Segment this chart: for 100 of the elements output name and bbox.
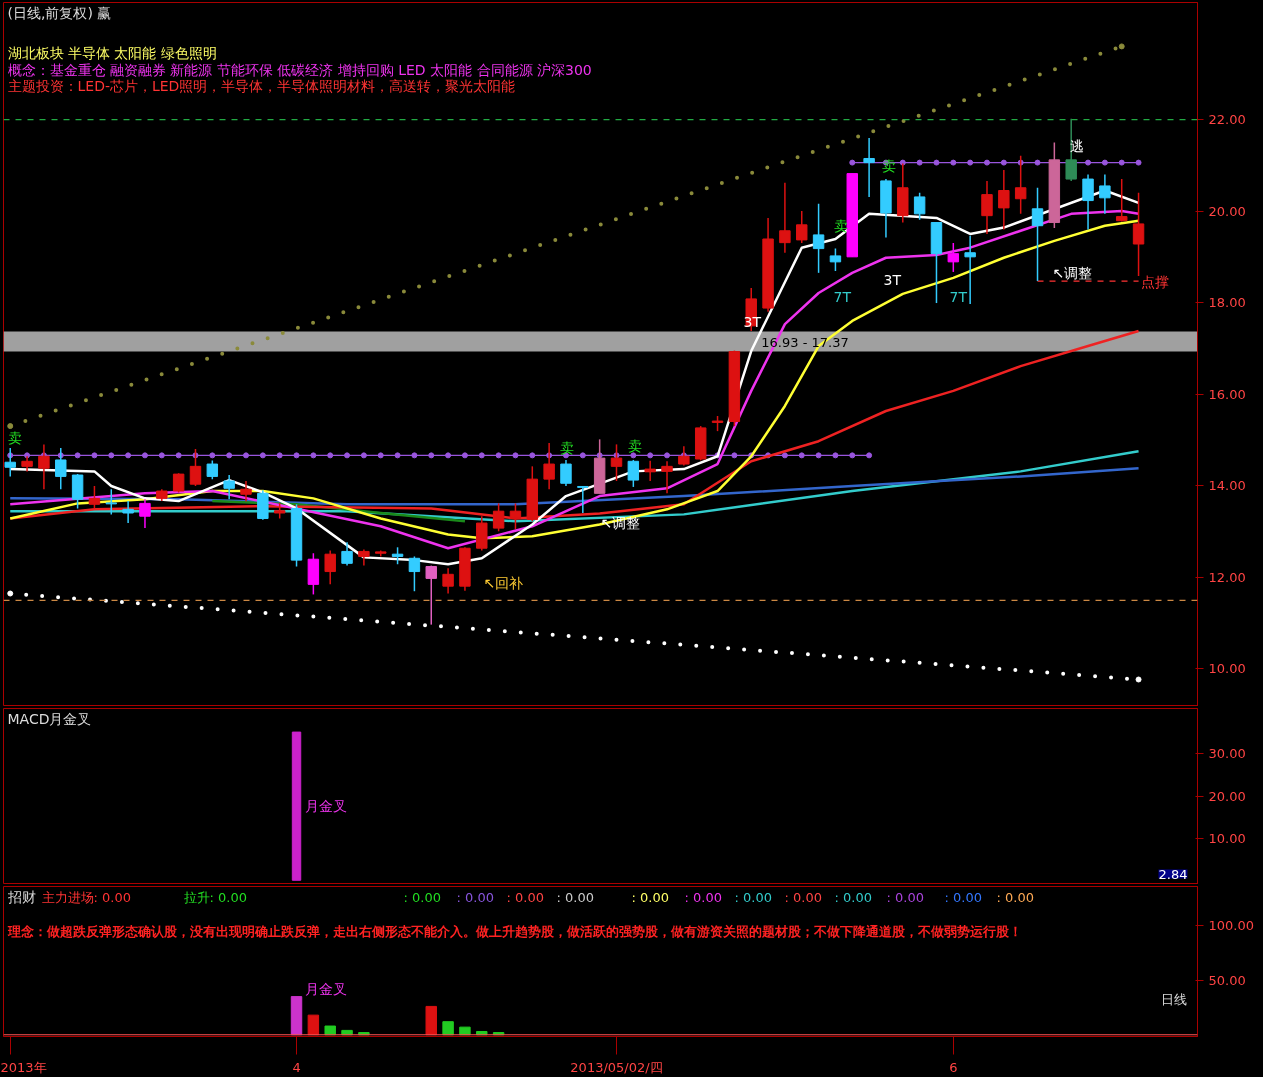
candlestick [981,180,993,235]
candlestick [829,247,842,272]
point [849,159,856,166]
point [815,452,822,459]
y-tick-label: 12.00 [1208,569,1246,585]
point [983,159,990,166]
candlestick [492,502,505,533]
point [1101,159,1108,166]
candlestick [240,480,252,503]
point [1034,159,1041,166]
candlestick [425,564,437,626]
point [141,452,148,459]
point [293,452,300,459]
candlestick [1031,187,1044,282]
point [899,159,906,166]
candlestick [509,502,522,530]
candlestick [223,474,235,501]
annotation: 卖 [627,437,642,454]
annotation: : 0.00 [996,889,1034,905]
point [445,452,452,459]
point [175,452,182,459]
point [731,452,738,459]
point [7,423,14,430]
point [344,452,351,459]
point [647,452,654,459]
point [950,159,957,166]
y-tick-label: 14.00 [1208,478,1246,494]
y-tick-label: 30.00 [1208,746,1246,762]
point [967,159,974,166]
annotation: 卖 [559,439,574,456]
annotation: : 0.00 [556,889,594,905]
candlestick [560,459,572,487]
point [933,159,940,166]
point [209,452,216,459]
candlestick [661,460,673,495]
point [1118,43,1125,50]
y-tick-label: 16.00 [1208,386,1246,402]
point [579,452,586,459]
point [798,452,805,459]
candlestick [913,192,926,221]
point [24,452,31,459]
x-tick-label: 4 [292,1059,301,1075]
candlestick [206,459,219,480]
annotation: 卖 [7,429,22,446]
candlestick [122,500,134,524]
candlestick [1116,178,1128,223]
point [276,452,283,459]
annotation: 7T [833,288,852,305]
point [866,452,873,459]
annotation: 3T [883,271,902,288]
point [478,452,485,459]
y-tick-label: 22.00 [1208,112,1246,128]
text: 2.84 [1158,866,1188,882]
y-tick-label: 20.00 [1208,203,1246,219]
point [832,452,839,459]
point [360,452,367,459]
annotation: 点撑 [1140,273,1169,290]
candlestick [779,181,791,254]
point [1135,676,1142,683]
candlestick [408,555,421,592]
point [849,452,856,459]
annotation: : 0.00 [834,889,872,905]
chart-title: MACD月金叉 [7,710,92,727]
point [461,452,468,459]
point [916,159,923,166]
point [512,452,519,459]
candlestick [139,498,151,529]
point [1017,159,1024,166]
point [327,452,334,459]
annotation: : 0.00 [684,889,722,905]
y-tick-label: 10.00 [1208,830,1246,846]
annotation: : 0.00 [456,889,494,905]
annotation: : 0.00 [944,889,982,905]
point [664,452,671,459]
candlestick [863,137,875,198]
point [259,452,266,459]
point [192,452,199,459]
point [529,452,536,459]
candlestick [577,485,589,514]
y-tick-label: 50.00 [1208,972,1246,988]
candlestick [1082,173,1094,231]
y-tick-label: 100.00 [1208,918,1254,934]
point [74,452,81,459]
point [243,452,249,459]
x-tick-label: 2013/05/02/四 [570,1059,663,1075]
candlestick [796,210,808,244]
point [7,590,14,597]
point [91,452,98,459]
annotation: : 0.00 [506,889,544,905]
point [495,452,502,459]
point [125,452,132,459]
chart-title: 招财 [6,888,36,905]
candlestick [998,169,1010,231]
point [411,452,418,459]
candlestick [627,459,640,488]
annotation: 主题投资：LED-芯片，LED照明，半导体，半导体照明材料，高送转，聚光太阳能 [7,77,516,94]
y-tick-label: 20.00 [1208,788,1246,804]
annotation: ↖调整 [1052,264,1093,281]
annotation: 拉升: 0.00 [183,889,247,905]
annotation: : 0.00 [734,889,772,905]
